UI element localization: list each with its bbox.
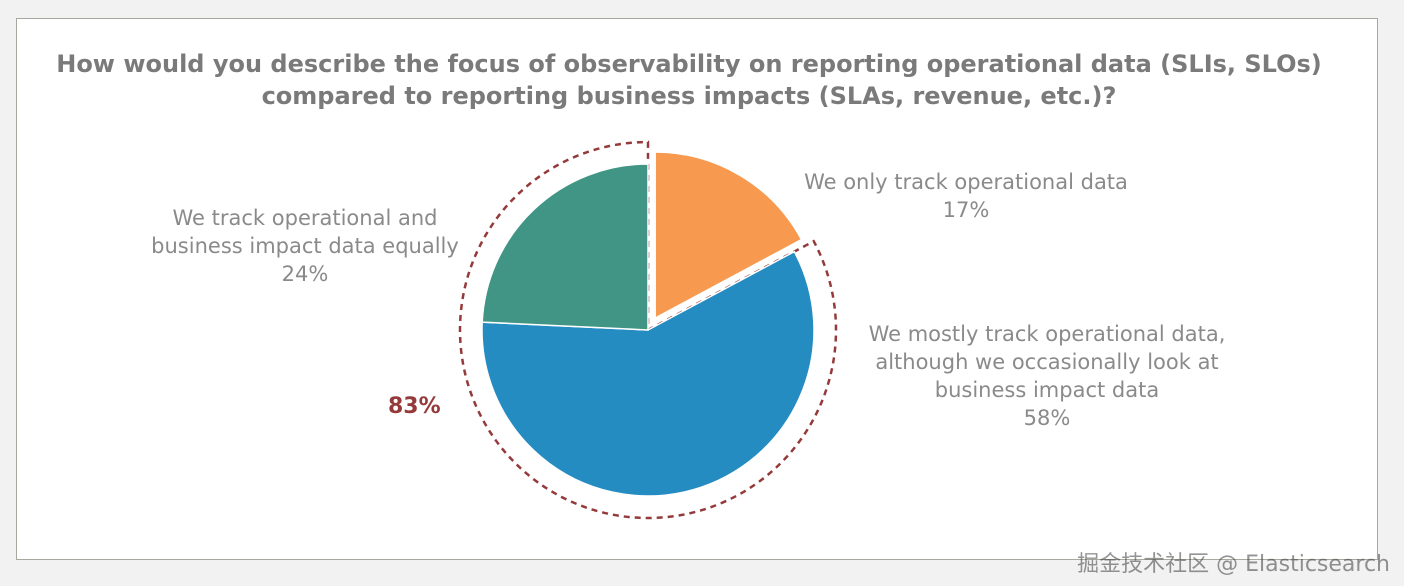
chart-title-line-1: How would you describe the focus of obse… bbox=[56, 50, 1322, 78]
slice-label-mostly-operational: We mostly track operational data, althou… bbox=[858, 320, 1236, 432]
slice-label-equal-line-2: business impact data equally bbox=[151, 234, 459, 258]
pie-slice-1 bbox=[481, 250, 815, 497]
pie-slice-2 bbox=[481, 163, 649, 331]
slice-value-mostly-operational: 58% bbox=[1023, 406, 1071, 430]
slice-label-only-operational: We only track operational data 17% bbox=[790, 168, 1142, 224]
slice-value-only-operational: 17% bbox=[942, 198, 990, 222]
chart-title: How would you describe the focus of obse… bbox=[0, 48, 1378, 112]
slice-label-equal: We track operational and business impact… bbox=[142, 204, 468, 288]
chart-title-line-2: compared to reporting business impacts (… bbox=[261, 82, 1117, 110]
slice-label-mostly-operational-line-2: although we occasionally look at bbox=[875, 350, 1219, 374]
slice-label-mostly-operational-line-3: business impact data bbox=[934, 378, 1160, 402]
group-total-label: 83% bbox=[388, 394, 441, 419]
slice-value-equal: 24% bbox=[281, 262, 329, 286]
slice-label-mostly-operational-line-1: We mostly track operational data, bbox=[868, 322, 1226, 346]
slice-label-equal-line-1: We track operational and bbox=[172, 206, 438, 230]
pie-slice-0 bbox=[654, 151, 803, 320]
slice-label-only-operational-line-1: We only track operational data bbox=[804, 170, 1128, 194]
group-highlight-outline bbox=[458, 140, 838, 520]
watermark: 掘金技术社区 @ Elasticsearch bbox=[1077, 552, 1390, 577]
